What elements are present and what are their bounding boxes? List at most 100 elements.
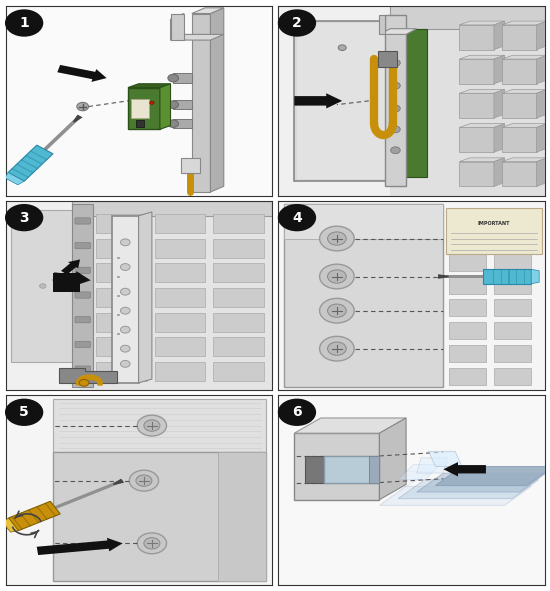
Polygon shape [524, 269, 525, 284]
FancyBboxPatch shape [213, 214, 263, 233]
Polygon shape [502, 124, 547, 128]
Polygon shape [502, 25, 536, 50]
Polygon shape [284, 204, 443, 239]
FancyBboxPatch shape [155, 288, 205, 307]
Polygon shape [192, 8, 224, 14]
Circle shape [278, 398, 316, 426]
FancyBboxPatch shape [494, 322, 531, 339]
Circle shape [5, 398, 43, 426]
FancyBboxPatch shape [117, 295, 120, 297]
FancyBboxPatch shape [155, 239, 205, 258]
Circle shape [138, 533, 167, 554]
Polygon shape [459, 158, 504, 161]
Circle shape [120, 326, 130, 333]
Polygon shape [502, 93, 536, 118]
FancyBboxPatch shape [130, 99, 149, 118]
Polygon shape [438, 274, 449, 279]
Circle shape [328, 342, 346, 355]
FancyBboxPatch shape [494, 299, 531, 316]
Polygon shape [502, 128, 536, 152]
Polygon shape [502, 21, 547, 25]
FancyBboxPatch shape [213, 337, 263, 356]
Polygon shape [112, 216, 139, 383]
Circle shape [168, 101, 179, 109]
Polygon shape [459, 59, 494, 84]
Circle shape [40, 284, 46, 288]
FancyBboxPatch shape [494, 231, 531, 248]
Polygon shape [459, 25, 494, 50]
Polygon shape [11, 516, 23, 530]
FancyBboxPatch shape [155, 313, 205, 332]
Polygon shape [160, 84, 170, 129]
Circle shape [320, 264, 354, 289]
FancyBboxPatch shape [96, 362, 146, 381]
Polygon shape [379, 418, 406, 499]
Polygon shape [170, 34, 224, 40]
Polygon shape [170, 14, 184, 40]
FancyBboxPatch shape [96, 239, 146, 258]
FancyBboxPatch shape [96, 288, 146, 307]
Polygon shape [53, 452, 266, 582]
Polygon shape [494, 56, 504, 84]
Polygon shape [536, 124, 547, 152]
FancyBboxPatch shape [494, 254, 531, 271]
Polygon shape [436, 466, 550, 485]
Polygon shape [459, 124, 504, 128]
Polygon shape [297, 23, 387, 178]
FancyBboxPatch shape [136, 120, 144, 128]
Circle shape [278, 204, 316, 231]
Circle shape [120, 345, 130, 352]
Polygon shape [294, 93, 342, 109]
Polygon shape [494, 89, 504, 118]
Text: 1: 1 [19, 16, 29, 30]
Text: 4: 4 [292, 210, 302, 225]
Circle shape [320, 298, 354, 323]
FancyBboxPatch shape [75, 366, 90, 372]
FancyBboxPatch shape [155, 362, 205, 381]
FancyBboxPatch shape [75, 242, 90, 249]
FancyBboxPatch shape [75, 292, 90, 298]
Circle shape [390, 147, 400, 154]
Circle shape [120, 239, 130, 246]
FancyBboxPatch shape [96, 337, 146, 356]
Polygon shape [57, 65, 107, 82]
Polygon shape [369, 456, 379, 482]
Polygon shape [5, 173, 24, 185]
Circle shape [320, 226, 354, 251]
Polygon shape [128, 84, 170, 87]
FancyBboxPatch shape [75, 218, 90, 224]
FancyBboxPatch shape [117, 333, 120, 335]
Polygon shape [438, 275, 483, 278]
Polygon shape [531, 269, 539, 284]
Polygon shape [494, 21, 504, 50]
Polygon shape [73, 115, 82, 122]
Circle shape [328, 232, 346, 245]
FancyBboxPatch shape [449, 368, 486, 385]
Polygon shape [494, 158, 504, 186]
Circle shape [5, 9, 43, 37]
Circle shape [328, 304, 346, 317]
Circle shape [120, 264, 130, 271]
Polygon shape [25, 155, 43, 165]
Circle shape [77, 102, 89, 111]
Polygon shape [20, 159, 38, 169]
Circle shape [168, 120, 179, 128]
Polygon shape [536, 158, 547, 186]
Circle shape [168, 74, 179, 82]
FancyBboxPatch shape [494, 368, 531, 385]
Polygon shape [218, 452, 266, 582]
Polygon shape [390, 6, 544, 29]
Polygon shape [30, 150, 48, 160]
Polygon shape [502, 161, 536, 186]
Polygon shape [28, 509, 40, 523]
FancyBboxPatch shape [213, 313, 263, 332]
Polygon shape [43, 115, 82, 150]
FancyBboxPatch shape [96, 214, 146, 233]
FancyBboxPatch shape [449, 231, 486, 248]
Polygon shape [284, 204, 443, 387]
Polygon shape [398, 480, 538, 499]
FancyBboxPatch shape [155, 263, 205, 282]
Circle shape [79, 379, 89, 387]
Polygon shape [9, 501, 60, 531]
Polygon shape [385, 15, 406, 186]
